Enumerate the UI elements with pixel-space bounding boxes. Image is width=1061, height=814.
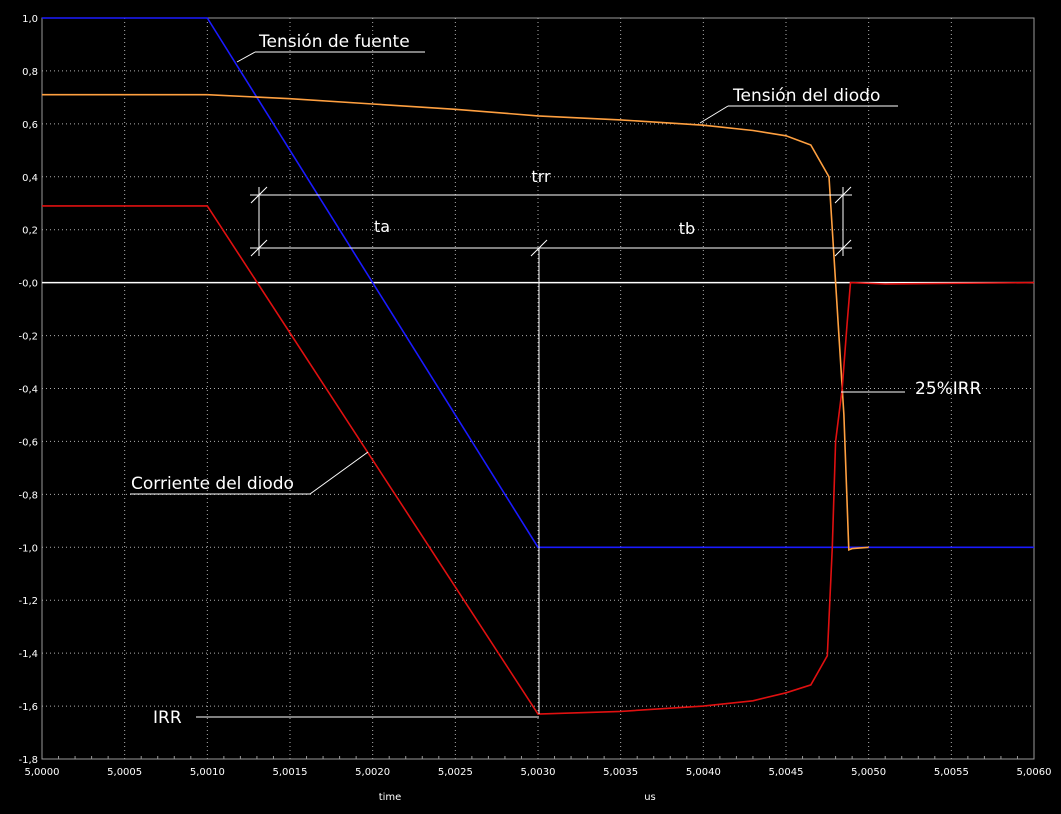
x-tick-label: 5,0055 — [934, 767, 969, 778]
y-tick-label: -0,4 — [18, 385, 38, 396]
y-tick-label: -1,6 — [18, 702, 38, 713]
y-tick-label: 1,0 — [22, 14, 38, 25]
series-tension-de-fuente — [42, 17, 1034, 549]
series-tension-del-diodo — [42, 93, 869, 552]
ta-label: ta — [374, 217, 390, 236]
diodo-i-leader — [309, 451, 369, 495]
diodo-v-label: Tensión del diodo — [732, 86, 880, 106]
trr-tick-1 — [250, 186, 268, 204]
y-tick-label: 0,6 — [22, 120, 38, 131]
x-tick-label: 5,0000 — [25, 767, 60, 778]
irr-label: IRR — [153, 708, 182, 728]
x-tick-label: 5,0020 — [355, 767, 390, 778]
tb-tick-1 — [834, 239, 852, 257]
diodo-v-leader — [699, 105, 729, 124]
trr-tick-2 — [834, 186, 852, 204]
y-tick-label: -0,0 — [18, 279, 38, 290]
x-tick-label: 5,0050 — [851, 767, 886, 778]
y-tick-label: -0,2 — [18, 332, 38, 343]
irr25-label: 25%IRR — [915, 379, 982, 399]
y-tick-label: 0,8 — [22, 67, 38, 78]
x-tick-label: 5,0040 — [686, 767, 721, 778]
y-tick-label: -1,8 — [18, 755, 38, 766]
x-tick-label: 5,0045 — [769, 767, 804, 778]
y-tick-label: 0,2 — [22, 226, 38, 237]
ta-tick-1 — [250, 239, 268, 257]
y-tick-label: -0,6 — [18, 437, 38, 448]
diodo-i-label: Corriente del diodo — [131, 474, 294, 494]
trr-label: trr — [531, 167, 551, 186]
fuente-leader — [236, 51, 256, 63]
y-tick-label: -1,2 — [18, 596, 38, 607]
grid — [41, 17, 1035, 760]
y-tick-label: -1,0 — [18, 543, 38, 554]
tick-labels: 5,0000 5,0005 5,0010 5,0015 5,0020 5,0025 5,00… — [18, 14, 1051, 778]
x-tick-label: 5,0060 — [1017, 767, 1052, 778]
series-lines — [42, 17, 1035, 715]
x-tick-label: 5,0005 — [107, 767, 142, 778]
fuente-label: Tensión de fuente — [258, 32, 410, 52]
x-tick-label: 5,0010 — [190, 767, 225, 778]
x-tick-label: 5,0025 — [438, 767, 473, 778]
x-axis-label: time — [379, 792, 402, 803]
y-tick-label: -1,4 — [18, 649, 38, 660]
y-tick-label: 0,4 — [22, 173, 38, 184]
x-tick-label: 5,0030 — [521, 767, 556, 778]
tb-label: tb — [679, 219, 695, 238]
series-corriente-del-diodo — [42, 205, 1035, 715]
annotations: Tensión de fuente Tensión del diodo Corrie… — [130, 32, 982, 728]
x-tick-label: 5,0035 — [603, 767, 638, 778]
x-axis-unit: us — [644, 792, 656, 803]
x-tick-label: 5,0015 — [273, 767, 308, 778]
y-tick-label: -0,8 — [18, 490, 38, 501]
